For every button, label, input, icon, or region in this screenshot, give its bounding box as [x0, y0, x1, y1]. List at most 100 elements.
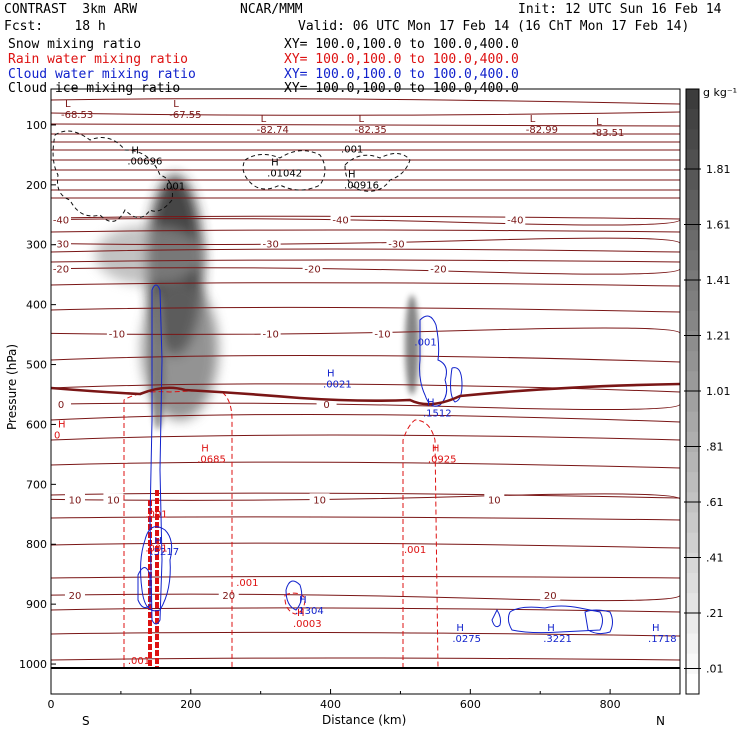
- valid-time: Valid: 06 UTC Mon 17 Feb 14 (16 ChT Mon …: [298, 19, 690, 34]
- temperature-contour-label: -10: [109, 329, 125, 340]
- y-tick-label: 700: [26, 478, 47, 491]
- freezing-level-line: [51, 382, 680, 406]
- extremum-value: .0003: [293, 619, 322, 630]
- colorbar-label: 1.41: [706, 274, 731, 287]
- contour-label-bg: [428, 262, 449, 274]
- cloud-water-contour: [285, 580, 303, 611]
- colorbar-cell: [686, 552, 699, 574]
- contour-value-label: .001: [414, 337, 436, 348]
- temperature-contour-label: -20: [430, 265, 446, 276]
- contour-value-label: .001: [128, 656, 150, 667]
- temperature-contour: [51, 237, 680, 246]
- colorbar-cell: [686, 290, 699, 312]
- contour-label-bg: [505, 213, 526, 225]
- temperature-line: [51, 229, 680, 233]
- extremum-letter: L: [359, 114, 365, 125]
- contour-value-label: .001: [404, 545, 426, 556]
- extremum-value: .00916: [344, 181, 379, 192]
- temperature-line: [51, 111, 680, 116]
- contour-label-bg: [106, 327, 127, 339]
- contour-label-bg: [386, 237, 407, 249]
- contour-value-labels: .001 .001 .001 .001 .001 .001 .001 .001: [128, 144, 437, 667]
- forecast-hour: Fcst: 18 h: [4, 19, 106, 34]
- temperature-contour-label: -10: [374, 329, 390, 340]
- temperature-contour-label: -30: [53, 240, 69, 251]
- colorbar-cell: [686, 331, 699, 352]
- colorbar-label: .81: [706, 441, 724, 454]
- contour-label-bg: [302, 262, 323, 274]
- temperature-contour: [51, 493, 680, 501]
- snow-plume-east: [405, 295, 419, 395]
- contour-label-bg: [260, 237, 281, 249]
- contour-value-label: .001: [163, 182, 185, 193]
- temperature-contour-label: -40: [53, 216, 69, 227]
- colorbar-cell: [686, 472, 699, 493]
- colorbar-cell: [686, 391, 699, 413]
- temperature-contour: [51, 218, 680, 226]
- field-xy-cloud-ice: XY= 100.0,100.0 to 100.0,400.0: [284, 81, 519, 96]
- y-tick-label: 900: [26, 598, 47, 611]
- contour-value-label: .001: [341, 144, 363, 155]
- colorbar-unit: g kg⁻¹: [703, 86, 737, 99]
- contour-value-label: .001: [145, 543, 167, 554]
- snow-plume-outer: [95, 225, 205, 285]
- x-tick-label: 800: [600, 698, 621, 711]
- temperature-contour: [51, 327, 680, 335]
- temperature-line: [51, 434, 680, 441]
- contour-label-bg: [316, 398, 337, 410]
- extremum-letter: H: [327, 369, 335, 380]
- temperature-contour-label: -30: [388, 240, 404, 251]
- colorbar: 1.81 1.61 1.41 1.21 1.01 .81 .61 .41 .21 .01: [684, 88, 731, 695]
- colorbar-cell: [686, 169, 699, 191]
- y-tick-label: 600: [26, 418, 47, 431]
- temperature-contour-label: 20: [544, 591, 557, 602]
- contour-label-bg: [484, 493, 505, 505]
- colorbar-cell: [686, 371, 699, 392]
- contour-label-bg: [260, 327, 281, 339]
- extremum-letter: H: [271, 158, 279, 169]
- colorbar-cell: [686, 492, 699, 513]
- extrema-labels: L-68.53L-67.55 L-82.74L-82.35L-82.99L-83.…: [54, 99, 677, 645]
- extremum-value: .0021: [323, 380, 352, 391]
- x-tick-label: 600: [460, 698, 481, 711]
- temperature-contour-label: -40: [507, 216, 523, 227]
- contour-label-bg: [51, 398, 71, 410]
- contour-label-bg: [64, 493, 85, 505]
- extremum-value: .01042: [267, 169, 302, 180]
- extremum-value: .0275: [452, 634, 481, 645]
- cloud-water-contour: [491, 608, 502, 628]
- x-axis: 0 200 400 600 800: [48, 689, 621, 711]
- temperature-contour-label: -20: [53, 265, 69, 276]
- colorbar-cell: [686, 573, 699, 594]
- temperature-contour-label: 10: [313, 495, 326, 506]
- temperature-contour-label: 0: [58, 400, 64, 411]
- field-xy-rain: XY= 100.0,100.0 to 100.0,400.0: [284, 52, 519, 67]
- colorbar-cell: [686, 189, 699, 211]
- extremum-letter: L: [261, 114, 267, 125]
- extremum-value: -82.99: [526, 125, 558, 136]
- temperature-line: [51, 259, 680, 263]
- colorbar-cell: [686, 593, 699, 614]
- temperature-line: [51, 282, 680, 287]
- x-tick-label: 400: [320, 698, 341, 711]
- extremum-letter: H: [547, 623, 555, 634]
- temperature-line: [51, 492, 680, 499]
- extremum-value: -82.74: [257, 125, 289, 136]
- colorbar-label: 1.01: [706, 385, 731, 398]
- extremum-value: .1718: [648, 634, 677, 645]
- field-xy-snow: XY= 100.0,100.0 to 100.0,400.0: [284, 37, 519, 52]
- colorbar-cell: [686, 250, 699, 271]
- extremum-letter: H: [427, 397, 435, 408]
- snow-contour: [52, 130, 173, 222]
- cloud-water-contour: [140, 526, 173, 612]
- extremum-letter: H: [131, 146, 139, 157]
- cloud-water-contour: [507, 605, 603, 634]
- field-label-cloud-ice: Cloud ice mixing ratio: [8, 81, 181, 96]
- colorbar-cell: [686, 210, 699, 231]
- x-tick-label: 0: [48, 698, 55, 711]
- y-tick-label: 1000: [19, 658, 47, 671]
- contour-label-bg: [103, 493, 124, 505]
- extremum-letter: L: [530, 114, 536, 125]
- model-name: CONTRAST 3km ARW: [4, 2, 138, 17]
